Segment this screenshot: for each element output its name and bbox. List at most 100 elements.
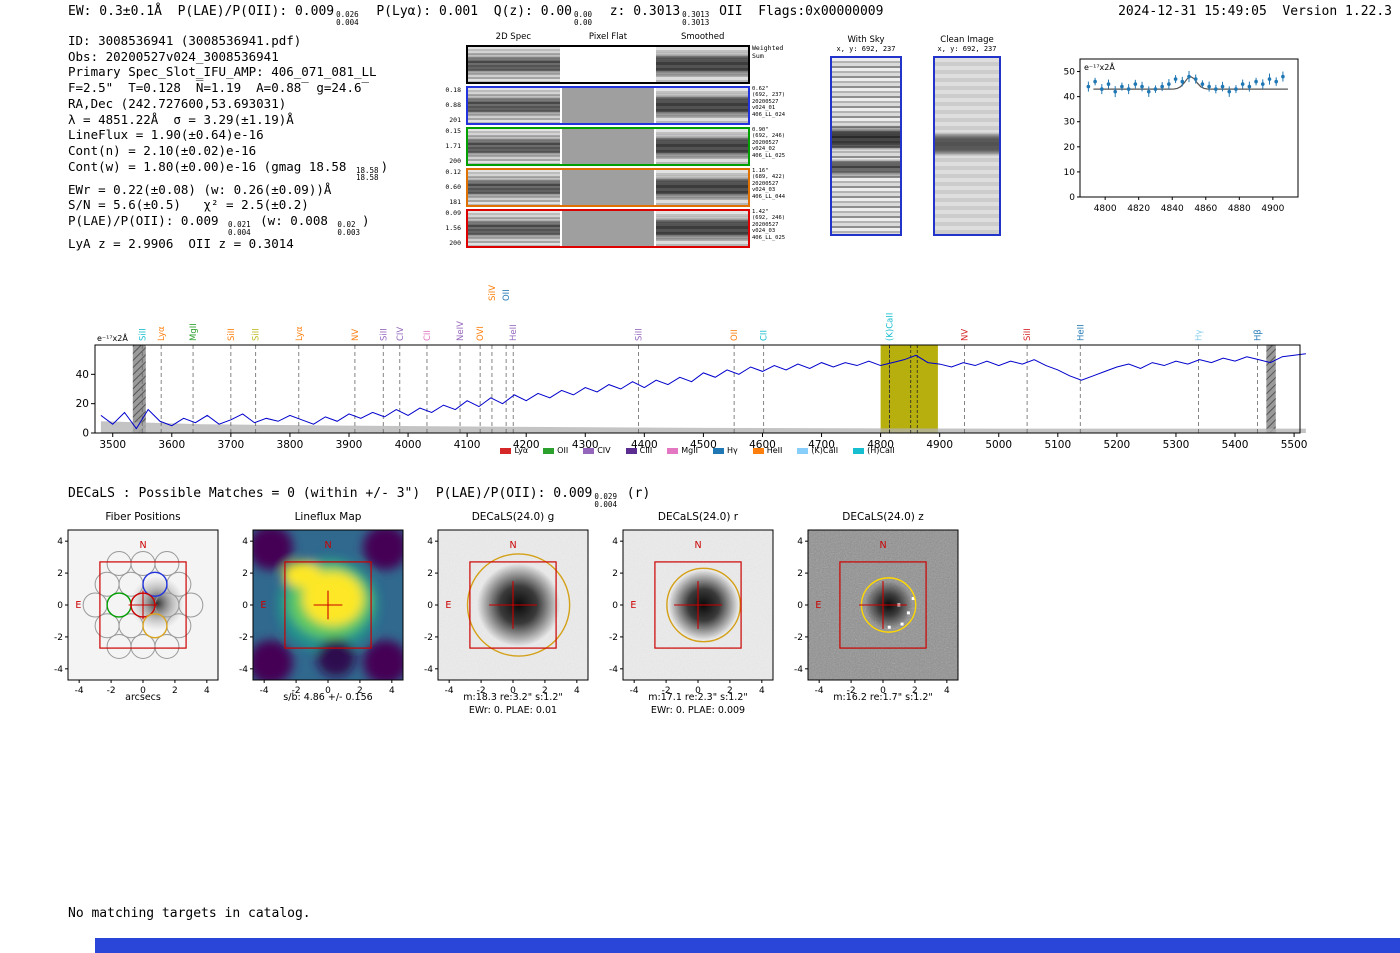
stacked-uncertainty: 0.021 0.004: [228, 220, 251, 237]
svg-text:5500: 5500: [1281, 439, 1308, 451]
strip-spec-image: [468, 47, 560, 82]
sky-band: [1266, 345, 1276, 433]
svg-text:4820: 4820: [1127, 204, 1150, 214]
cutout-title-decals-g: DECaLS(24.0) g: [471, 511, 555, 523]
svg-text:3600: 3600: [158, 439, 185, 451]
svg-text:4800: 4800: [867, 439, 894, 451]
legend-item: (H)CaII: [853, 446, 895, 455]
svg-text:Hγ: Hγ: [1194, 330, 1204, 341]
cutout-caption1-decals-z: m:16.2 re:1.7" s:1.2": [833, 692, 933, 703]
info-line: λ = 4851.22Å σ = 3.29(±1.19)Å: [68, 111, 294, 127]
error-envelope: [100, 421, 1306, 433]
spec2d-header-2dspec: 2D Spec: [495, 32, 532, 42]
spec2d-rows: [466, 45, 750, 250]
info-line: Primary Spec_Slot_IFU_AMP: 406_071_081_L…: [68, 64, 377, 80]
svg-text:4: 4: [759, 686, 765, 696]
svg-text:N: N: [139, 540, 146, 551]
svg-text:NV: NV: [351, 329, 361, 341]
extraction-box: [469, 561, 557, 649]
svg-text:-4: -4: [630, 686, 639, 696]
strip-spec-image: [468, 211, 560, 246]
svg-text:2: 2: [57, 569, 63, 579]
svg-text:-4: -4: [609, 665, 618, 675]
svg-text:-2: -2: [609, 633, 618, 643]
spec2d-row-weights: 0.15 1.71 200: [445, 127, 461, 165]
cleanimage-coords: x, y: 692, 237: [937, 45, 997, 53]
svg-text:e⁻¹⁷x2Å: e⁻¹⁷x2Å: [97, 332, 128, 343]
axis-ticks: 3500 3600 3700 3800 3900 4000 4100 4200 4300 4400…: [76, 369, 1308, 451]
svg-text:4: 4: [612, 537, 618, 547]
svg-text:-4: -4: [54, 665, 63, 675]
svg-text:0: 0: [612, 601, 618, 611]
svg-text:2: 2: [542, 686, 548, 696]
svg-text:-2: -2: [107, 686, 116, 696]
svg-text:4840: 4840: [1161, 204, 1184, 214]
detection-highlight-band: [880, 345, 938, 433]
svg-text:4000: 4000: [395, 439, 422, 451]
extraction-box: [654, 561, 742, 649]
svg-text:OII: OII: [502, 289, 512, 301]
spec2d-row: [466, 45, 750, 84]
strip-flat-image: [562, 88, 654, 123]
svg-text:4: 4: [204, 686, 210, 696]
cutout-title-fiber: Fiber Positions: [105, 511, 181, 523]
svg-text:4900: 4900: [926, 439, 953, 451]
svg-text:4900: 4900: [1261, 204, 1284, 214]
svg-text:NeIV: NeIV: [456, 321, 466, 341]
svg-text:E: E: [75, 600, 81, 611]
svg-text:CII: CII: [423, 330, 433, 341]
svg-text:Lyα: Lyα: [157, 326, 167, 341]
svg-text:2: 2: [357, 686, 363, 696]
spec2d-column-headers: 2D Spec Pixel Flat Smoothed: [466, 32, 750, 42]
svg-text:0: 0: [1069, 193, 1075, 203]
svg-text:-2: -2: [54, 633, 63, 643]
info-line: P(LAE)/P(OII): 0.009 0.021 0.004 (w: 0.00…: [68, 213, 370, 237]
cutout-title-decals-z: DECaLS(24.0) z: [842, 511, 924, 523]
svg-text:E: E: [630, 600, 636, 611]
legend-item: CIII: [625, 446, 652, 455]
svg-text:SiII: SiII: [252, 328, 262, 341]
svg-text:-2: -2: [662, 686, 671, 696]
zoom-spectrum-plot: 4800 4820 4840 4860 4880 4900 0 10 20 30 40 50 e⁻¹⁷x…: [1064, 58, 1299, 214]
svg-text:N: N: [694, 540, 701, 551]
svg-text:E: E: [260, 600, 266, 611]
spec2d-header-pixelflat: Pixel Flat: [588, 32, 628, 42]
svg-text:3800: 3800: [277, 439, 304, 451]
strip-spec-image: [468, 88, 560, 123]
svg-text:5100: 5100: [1044, 439, 1071, 451]
cutout-caption2-decals-g: EWr: 0. PLAE: 0.01: [468, 705, 558, 716]
svg-text:-2: -2: [424, 633, 433, 643]
spec2d-row: [466, 209, 750, 248]
svg-text:40: 40: [76, 369, 89, 381]
spec2d-row-weights: 0.12 0.60 181: [445, 168, 461, 206]
svg-text:Hβ: Hβ: [1253, 329, 1263, 341]
svg-text:4: 4: [389, 686, 395, 696]
cutout-image-lineflux: N E -4 -4 -2 -2 0 0 2 2 4 4: [239, 529, 404, 696]
info-line: Cont(n) = 2.10(±0.02)e-16: [68, 142, 257, 158]
legend-item: MgII: [667, 446, 698, 455]
cutout-caption1-fiber: arcsecs: [125, 692, 161, 703]
record-separator-bar: [95, 938, 1400, 953]
legend-swatch: [500, 447, 512, 454]
info-line: Cont(w) = 1.80(±0.00)e-16 (gmag 18.58 18…: [68, 158, 389, 183]
stacked-uncertainty: 0.029 0.004: [594, 492, 617, 509]
legend-swatch: [543, 447, 555, 454]
svg-text:OVI: OVI: [476, 326, 486, 341]
legend-swatch: [752, 447, 764, 454]
svg-text:-2: -2: [847, 686, 856, 696]
sky-band: [132, 345, 146, 433]
svg-text:-2: -2: [239, 633, 248, 643]
strip-flat-image: [562, 129, 654, 164]
svg-text:Lyα: Lyα: [295, 326, 305, 341]
strip-spec-image: [468, 170, 560, 205]
cutout-title-lineflux: Lineflux Map: [294, 511, 362, 523]
legend-swatch: [625, 447, 637, 454]
svg-text:-4: -4: [75, 686, 84, 696]
extraction-box: [284, 561, 372, 649]
svg-text:5300: 5300: [1163, 439, 1190, 451]
svg-text:0: 0: [510, 686, 516, 696]
svg-text:2: 2: [172, 686, 178, 696]
svg-text:10: 10: [1064, 168, 1076, 178]
svg-text:4: 4: [944, 686, 950, 696]
svg-text:SiII: SiII: [379, 328, 389, 341]
